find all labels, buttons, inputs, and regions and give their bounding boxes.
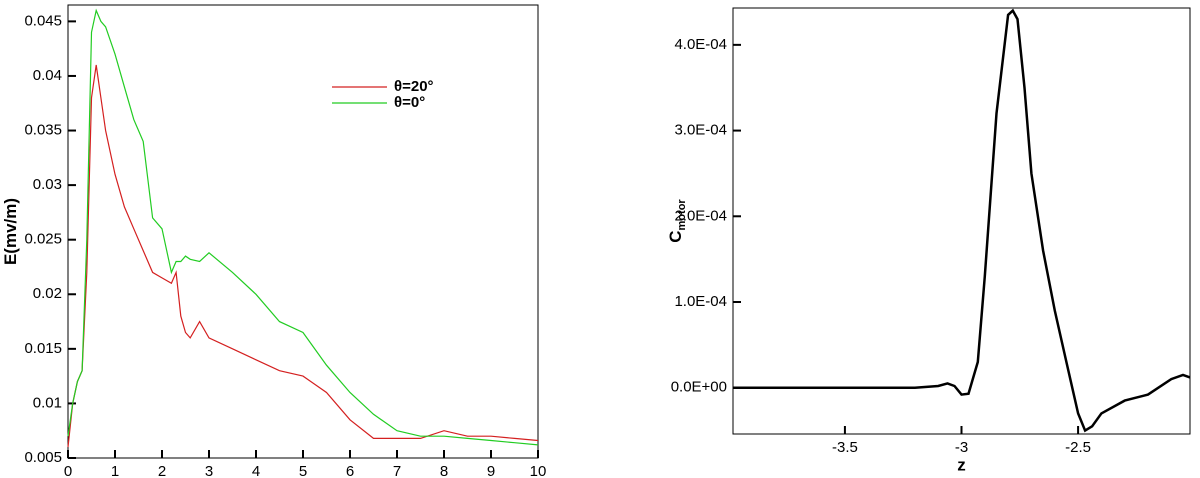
data-line — [67, 64, 539, 448]
legend-label: θ=0° — [394, 94, 425, 111]
legend-label: θ=20° — [394, 78, 434, 95]
y-tick-label: 3.0E-04 — [674, 122, 727, 139]
y-tick-label: 0.005 — [24, 449, 62, 466]
x-tick-label: 10 — [530, 463, 547, 478]
x-axis-label: z — [957, 455, 966, 474]
y-tick-label: 0.035 — [24, 121, 62, 138]
x-tick-label: 7 — [393, 463, 401, 478]
y-tick-label: 0.015 — [24, 340, 62, 357]
x-tick-label: -2.5 — [1065, 439, 1091, 456]
y-axis-label-main: C — [666, 230, 685, 242]
x-tick-label: 2 — [158, 463, 166, 478]
x-tick-label: 1 — [111, 463, 119, 478]
y-tick-label: 1.0E-04 — [674, 293, 727, 310]
x-tick-label: 6 — [346, 463, 354, 478]
x-tick-label: 3 — [205, 463, 213, 478]
y-axis-label: Cmotor — [666, 199, 687, 243]
x-tick-label: 4 — [252, 463, 260, 478]
plot-frame — [67, 4, 539, 459]
x-tick-label: 9 — [487, 463, 495, 478]
data-line — [67, 8, 539, 446]
plot-frame — [732, 7, 1191, 435]
y-tick-label: 0.045 — [24, 12, 62, 29]
y-tick-label: 0.0E+00 — [671, 379, 727, 396]
x-tick-label: -3 — [955, 439, 968, 456]
x-tick-label: 5 — [299, 463, 307, 478]
y-axis-label: E(mv/m) — [1, 198, 20, 265]
y-tick-label: 0.03 — [33, 176, 62, 193]
x-tick-label: 0 — [64, 463, 72, 478]
y-tick-label: 4.0E-04 — [674, 36, 727, 53]
y-tick-label: 0.025 — [24, 231, 62, 248]
y-tick-label: 2.0E-04 — [674, 207, 727, 224]
y-tick-label: 0.02 — [33, 285, 62, 302]
data-line — [733, 8, 1191, 433]
x-tick-label: 8 — [440, 463, 448, 478]
x-tick-label: -3.5 — [832, 439, 858, 456]
y-axis-label-main: E(mv/m) — [1, 198, 20, 265]
y-axis-label-subscript: motor — [676, 199, 688, 231]
y-tick-label: 0.01 — [33, 394, 62, 411]
y-tick-label: 0.04 — [33, 67, 62, 84]
